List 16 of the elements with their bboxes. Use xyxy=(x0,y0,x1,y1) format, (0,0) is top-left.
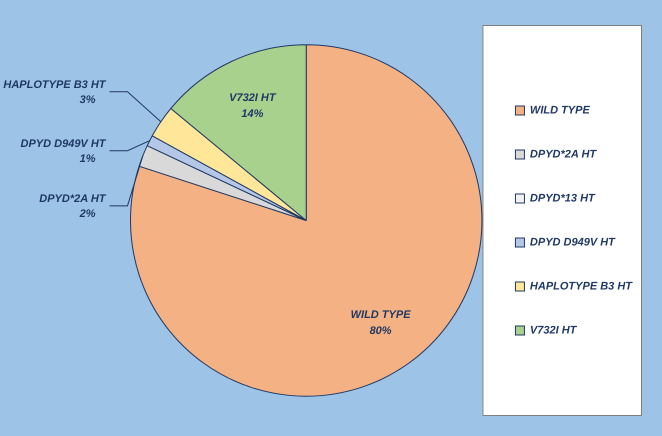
data-label: 14% xyxy=(241,108,264,120)
legend-label: DPYD*2A HT xyxy=(530,148,598,161)
data-label: 1% xyxy=(80,152,96,165)
data-label: 3% xyxy=(80,94,96,106)
data-label: 2% xyxy=(78,208,96,220)
slice-label: V732I HT xyxy=(229,92,277,104)
legend-label: DPYD*13 HT xyxy=(530,192,596,205)
slice-label: HAPLOTYPE B3 HT xyxy=(3,78,107,91)
data-label: 80% xyxy=(370,324,392,337)
legend-label: DPYD D949V HT xyxy=(530,236,616,249)
slice-label: DPYD*2A HT xyxy=(39,192,107,205)
slice-label: DPYD D949V HT xyxy=(20,138,107,150)
legend-label: WILD TYPE xyxy=(530,104,590,117)
slice-label: WILD TYPE xyxy=(350,308,412,321)
legend-label: HAPLOTYPE B3 HT xyxy=(530,280,634,293)
legend-label: V732I HT xyxy=(530,324,578,337)
